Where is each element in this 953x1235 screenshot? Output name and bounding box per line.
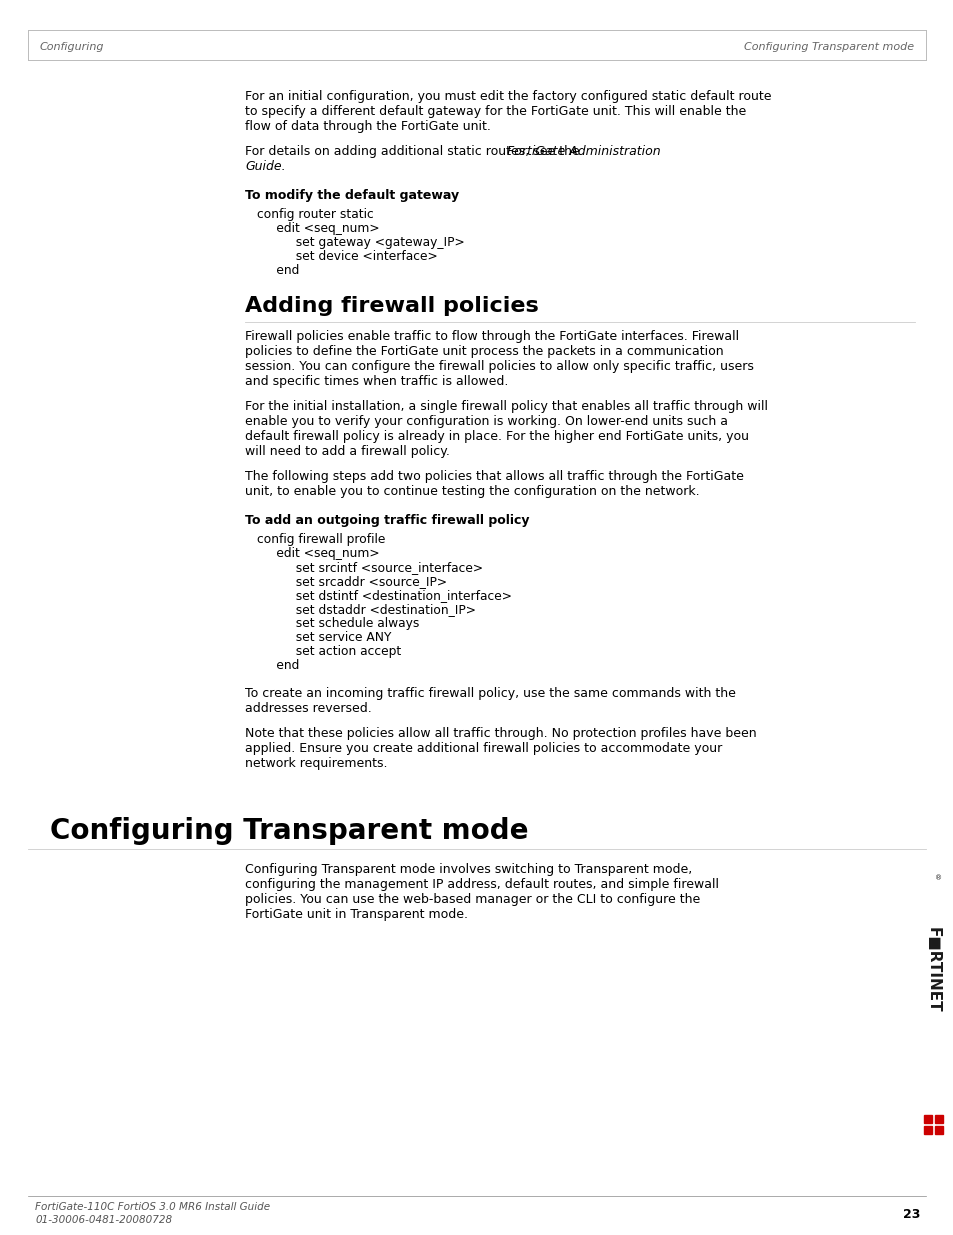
Text: FortiGate unit in Transparent mode.: FortiGate unit in Transparent mode. (245, 908, 468, 921)
Text: Configuring Transparent mode: Configuring Transparent mode (743, 42, 913, 52)
Text: set srcintf <source_interface>: set srcintf <source_interface> (256, 561, 482, 574)
Text: set dstaddr <destination_IP>: set dstaddr <destination_IP> (256, 603, 476, 616)
Text: 01-30006-0481-20080728: 01-30006-0481-20080728 (35, 1215, 172, 1225)
Text: To modify the default gateway: To modify the default gateway (245, 189, 458, 203)
Text: end: end (256, 264, 299, 277)
Text: For the initial installation, a single firewall policy that enables all traffic : For the initial installation, a single f… (245, 400, 767, 412)
Text: edit <seq_num>: edit <seq_num> (256, 222, 379, 235)
Text: flow of data through the FortiGate unit.: flow of data through the FortiGate unit. (245, 120, 491, 133)
Text: F■RTINET: F■RTINET (924, 927, 940, 1013)
Text: policies. You can use the web-based manager or the CLI to configure the: policies. You can use the web-based mana… (245, 893, 700, 906)
Text: session. You can configure the firewall policies to allow only specific traffic,: session. You can configure the firewall … (245, 359, 753, 373)
Text: and specific times when traffic is allowed.: and specific times when traffic is allow… (245, 375, 508, 388)
Bar (923, 1115, 931, 1123)
Text: set dstintf <destination_interface>: set dstintf <destination_interface> (256, 589, 512, 601)
Text: To create an incoming traffic firewall policy, use the same commands with the: To create an incoming traffic firewall p… (245, 687, 735, 700)
Text: set service ANY: set service ANY (256, 631, 391, 643)
Text: ®: ® (935, 876, 942, 881)
Bar (923, 1126, 931, 1134)
Text: policies to define the FortiGate unit process the packets in a communication: policies to define the FortiGate unit pr… (245, 345, 723, 358)
Text: applied. Ensure you create additional firewall policies to accommodate your: applied. Ensure you create additional fi… (245, 742, 721, 755)
Text: config router static: config router static (256, 207, 374, 221)
Text: set device <interface>: set device <interface> (256, 249, 437, 263)
Text: configuring the management IP address, default routes, and simple firewall: configuring the management IP address, d… (245, 878, 719, 890)
Text: To add an outgoing traffic firewall policy: To add an outgoing traffic firewall poli… (245, 514, 529, 527)
Text: For details on adding additional static routes, see the: For details on adding additional static … (245, 144, 583, 158)
Text: addresses reversed.: addresses reversed. (245, 701, 372, 715)
Text: set schedule always: set schedule always (256, 618, 419, 630)
Text: FortiGate Administration: FortiGate Administration (507, 144, 660, 158)
Text: set gateway <gateway_IP>: set gateway <gateway_IP> (256, 236, 464, 249)
Text: The following steps add two policies that allows all traffic through the FortiGa: The following steps add two policies tha… (245, 471, 743, 483)
Text: Note that these policies allow all traffic through. No protection profiles have : Note that these policies allow all traff… (245, 727, 756, 740)
Text: Adding firewall policies: Adding firewall policies (245, 296, 538, 316)
Text: For an initial configuration, you must edit the factory configured static defaul: For an initial configuration, you must e… (245, 90, 771, 103)
Text: unit, to enable you to continue testing the configuration on the network.: unit, to enable you to continue testing … (245, 485, 699, 498)
Bar (934, 1126, 942, 1134)
Text: edit <seq_num>: edit <seq_num> (256, 547, 379, 559)
Text: FortiGate-110C FortiOS 3.0 MR6 Install Guide: FortiGate-110C FortiOS 3.0 MR6 Install G… (35, 1202, 270, 1212)
Text: set action accept: set action accept (256, 645, 401, 658)
Text: config firewall profile: config firewall profile (256, 534, 385, 546)
Text: 23: 23 (902, 1208, 919, 1221)
Text: network requirements.: network requirements. (245, 757, 387, 769)
Text: default firewall policy is already in place. For the higher end FortiGate units,: default firewall policy is already in pl… (245, 430, 748, 443)
Text: Configuring Transparent mode involves switching to Transparent mode,: Configuring Transparent mode involves sw… (245, 863, 692, 876)
Text: Firewall policies enable traffic to flow through the FortiGate interfaces. Firew: Firewall policies enable traffic to flow… (245, 330, 739, 343)
Text: Configuring Transparent mode: Configuring Transparent mode (50, 818, 528, 845)
Bar (934, 1115, 942, 1123)
Text: enable you to verify your configuration is working. On lower-end units such a: enable you to verify your configuration … (245, 415, 727, 429)
Text: end: end (256, 659, 299, 672)
Text: Configuring: Configuring (40, 42, 105, 52)
Text: will need to add a firewall policy.: will need to add a firewall policy. (245, 445, 450, 458)
Text: to specify a different default gateway for the FortiGate unit. This will enable : to specify a different default gateway f… (245, 105, 745, 119)
Text: set srcaddr <source_IP>: set srcaddr <source_IP> (256, 576, 447, 588)
Text: Guide.: Guide. (245, 161, 285, 173)
